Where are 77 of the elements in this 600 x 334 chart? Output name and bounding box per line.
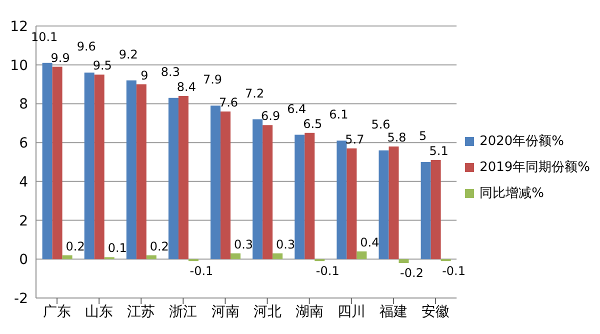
data-label: 9 [140,68,148,82]
y-tick-label: 6 [19,136,28,152]
bar [230,253,241,260]
bar [62,255,72,260]
bar [52,66,62,260]
x-tick-label: 湖南 [295,304,324,320]
bar [168,98,178,260]
bar [398,259,409,264]
bar [94,74,104,260]
y-tick-label: 2 [19,213,28,230]
legend-label: 2020年份额% [480,133,564,150]
legend-label: 2019年同期份额% [480,159,590,176]
bar [388,146,399,260]
data-label: -0.1 [190,264,214,278]
y-tick-label: 4 [19,174,28,190]
data-label: -0.1 [316,264,340,278]
y-tick-label: 0 [19,252,28,268]
bar [378,150,389,260]
y-tick-label: 12 [10,18,28,35]
data-label: 6.4 [287,102,306,116]
bar [210,106,221,260]
data-label: 0.4 [360,235,380,250]
data-label: 7.2 [245,86,264,100]
bar [84,72,94,260]
x-tick-label: 河南 [211,304,240,320]
bar [356,251,367,260]
data-label: 5 [418,129,427,143]
data-label: -0.2 [400,266,424,280]
y-tick-label: 8 [19,96,28,113]
data-label: 6.9 [261,109,280,124]
x-tick-label: 山东 [85,304,114,320]
y-tick-label: -2 [14,290,28,307]
bar [420,162,431,260]
data-label: 7.6 [218,95,238,110]
x-tick-label: 福建 [379,304,408,320]
data-label: -0.1 [442,264,466,278]
bar [430,160,441,260]
data-label: 0.3 [234,237,254,252]
x-tick-label: 四川 [337,304,366,320]
data-label: 9.6 [76,40,96,54]
data-label: 7.9 [202,72,222,87]
data-label: 5.8 [387,130,406,144]
bar [178,96,188,260]
data-label: 9.5 [92,58,112,73]
x-tick-label: 江苏 [127,304,156,320]
bar [252,119,263,260]
bar [336,140,347,260]
data-label: 8.3 [160,64,180,79]
bar [126,80,136,260]
bar [220,111,231,260]
data-label: 5.1 [429,144,448,158]
data-label: 0.1 [108,241,127,256]
data-label: 8.4 [176,80,196,94]
data-label: 0.2 [66,239,85,254]
x-tick-label: 安徽 [422,304,450,320]
x-tick-label: 广东 [43,304,72,320]
data-label: 10.1 [30,30,58,44]
bar [304,132,315,260]
data-label: 0.3 [276,237,296,252]
legend-label: 同比增减% [480,185,544,202]
x-tick-label: 河北 [253,304,282,320]
data-label: 5.6 [371,117,390,132]
data-label: 6.5 [303,116,322,131]
bar [346,148,357,260]
data-label: 9.2 [118,47,138,62]
bar [294,134,305,260]
bar [146,255,156,260]
bar [136,84,146,260]
x-tick-label: 浙江 [169,304,198,320]
data-label: 0.2 [150,239,169,254]
data-label: 5.7 [345,132,364,146]
data-label: 9.9 [50,50,70,65]
bar [262,125,273,260]
bar [272,253,283,260]
data-label: 6.1 [329,108,348,122]
bar [42,62,52,260]
y-tick-label: 10 [10,58,28,74]
